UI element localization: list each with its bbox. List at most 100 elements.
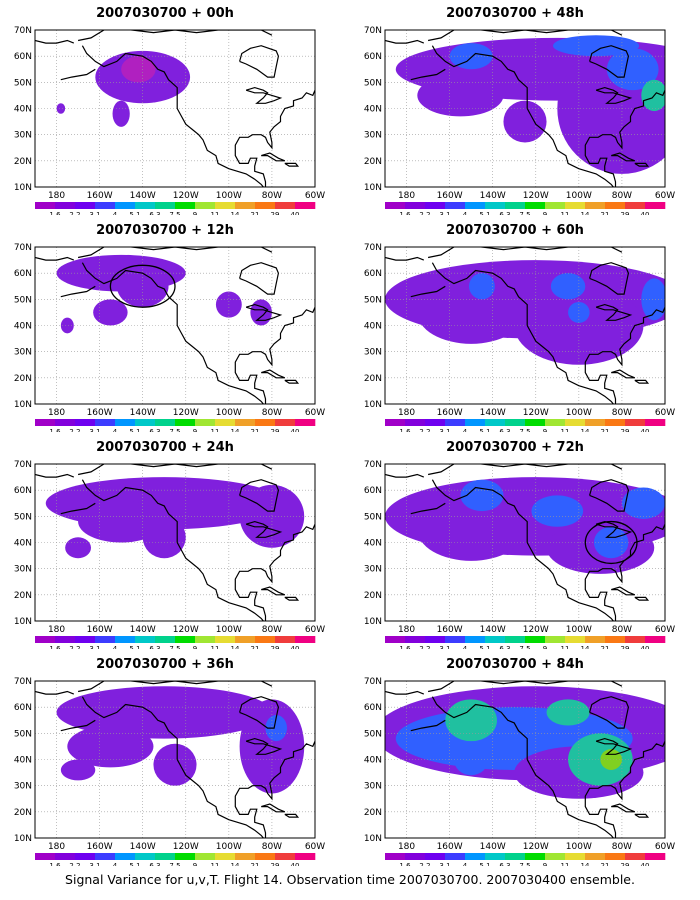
coastline (595, 86, 633, 104)
colorbar-label: 14 (231, 211, 240, 215)
colorbar-swatch (445, 636, 466, 643)
colorbar-label: 6.3 (499, 428, 510, 432)
map-field (385, 30, 665, 187)
lat-tick-label: 50N (364, 78, 382, 88)
colorbar-label: 40 (641, 862, 650, 866)
colorbar-label: 40 (641, 211, 650, 215)
colorbar-swatch (55, 636, 76, 643)
coastline (234, 740, 315, 838)
colorbar-swatch (405, 419, 426, 426)
coastline (35, 39, 75, 44)
colorbar-label: 6.3 (149, 862, 160, 866)
lat-tick-label: 20N (14, 591, 32, 601)
colorbar-swatch (505, 419, 526, 426)
colorbar-swatch (585, 853, 606, 860)
coastline (584, 89, 665, 187)
colorbar-swatch (565, 853, 586, 860)
colorbar-swatch (525, 853, 546, 860)
panel-title: 2007030700 + 48h (446, 6, 584, 21)
forecast-map-panel: 2007030700 + 72h 10N 20N 30N 40N 50N 60N 70N 180… (350, 434, 680, 649)
lon-tick-label: 100W (216, 625, 242, 635)
colorbar-label: 14 (231, 428, 240, 432)
coastline (634, 596, 650, 601)
colorbar-label: 1.6 (49, 428, 61, 432)
map-frame (34, 463, 316, 622)
lon-tick-label: 140W (480, 191, 506, 201)
lat-tick-label: 10N (364, 834, 382, 844)
colorbar-swatch (275, 636, 296, 643)
colorbar-label: 9 (543, 645, 547, 649)
colorbar-label: 21 (601, 211, 610, 215)
lat-tick-label: 50N (364, 512, 382, 522)
coastline (245, 86, 283, 104)
map-frame (34, 29, 316, 188)
colorbar-label: 3.1 (89, 862, 100, 866)
variance-shading (606, 48, 659, 91)
lat-tick-label: 10N (14, 617, 32, 627)
colorbar-swatch (545, 853, 566, 860)
colorbar-label: 11 (211, 428, 220, 432)
lon-tick-label: 140W (130, 842, 156, 852)
coastline (239, 45, 280, 78)
colorbar-swatch (175, 202, 196, 209)
lon-tick-label: 160W (87, 408, 113, 418)
colorbar-swatch (625, 202, 646, 209)
lat-tick-label: 40N (364, 756, 382, 766)
coastline (595, 520, 633, 538)
variance-shading (531, 495, 584, 527)
colorbar-swatch (195, 636, 216, 643)
colorbar-label: 29 (621, 862, 630, 866)
figure-caption: Signal Variance for u,v,T. Flight 14. Ob… (65, 872, 635, 887)
colorbar-swatch (585, 636, 606, 643)
colorbar-swatch (485, 853, 506, 860)
coastline (611, 586, 636, 596)
lat-tick-label: 40N (364, 539, 382, 549)
coastline (410, 68, 446, 81)
variance-shading (553, 35, 640, 57)
coastline (611, 369, 636, 379)
lon-tick-label: 120W (523, 625, 549, 635)
colorbar-swatch (275, 853, 296, 860)
coastline (595, 303, 633, 321)
colorbar-swatch (155, 419, 176, 426)
colorbar-swatch (405, 202, 426, 209)
colorbar-label: 5.1 (129, 862, 140, 866)
lon-tick-label: 120W (173, 625, 199, 635)
colorbar-label: 40 (641, 645, 650, 649)
colorbar-swatch (195, 853, 216, 860)
lat-tick-label: 10N (364, 617, 382, 627)
lat-tick-label: 70N (14, 26, 32, 36)
lat-tick-label: 30N (364, 782, 382, 792)
colorbar-swatch (405, 853, 426, 860)
colorbar-label: 4 (113, 211, 118, 215)
colorbar-swatch (295, 636, 316, 643)
colorbar-swatch (235, 202, 256, 209)
colorbar-swatch (385, 202, 406, 209)
colorbar-swatch (485, 419, 506, 426)
colorbar-swatch (425, 419, 446, 426)
lat-tick-label: 70N (364, 460, 382, 470)
coastline (427, 681, 623, 693)
colorbar-swatch (565, 419, 586, 426)
colorbar-swatch (485, 636, 506, 643)
colorbar-label: 3.1 (89, 645, 100, 649)
colorbar-swatch (385, 636, 406, 643)
colorbar-label: 6.3 (149, 428, 160, 432)
forecast-map-panel: 2007030700 + 00h 10N 20N 30N 40N 50N 60N 70N 180… (0, 0, 330, 215)
colorbar-swatch (75, 636, 96, 643)
variance-shading (56, 103, 66, 114)
coastline (385, 256, 425, 261)
variance-shading (60, 317, 74, 334)
variance-shading (142, 516, 186, 559)
lon-tick-label: 120W (523, 191, 549, 201)
colorbar-swatch (135, 636, 156, 643)
variance-shading (417, 74, 504, 117)
colorbar-swatch (155, 636, 176, 643)
colorbar-label: 11 (211, 862, 220, 866)
colorbar-swatch (645, 419, 666, 426)
colorbar-label: 7.5 (169, 862, 180, 866)
lon-tick-label: 160W (437, 625, 463, 635)
coastline (584, 523, 665, 621)
colorbar-swatch (35, 202, 56, 209)
variance-shading (67, 725, 154, 768)
